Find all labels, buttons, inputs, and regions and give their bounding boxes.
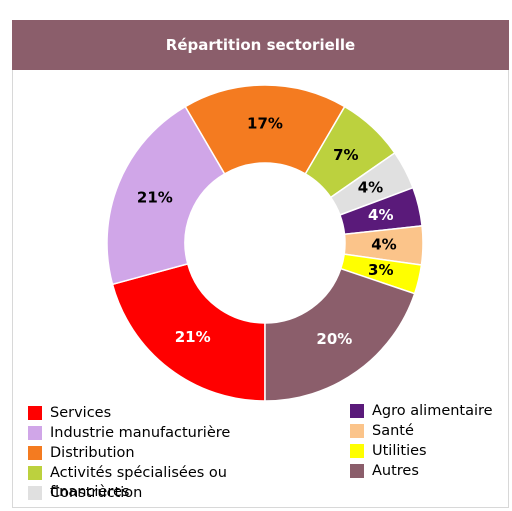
donut-segment [264,267,416,402]
legend-label: Distribution [50,445,135,461]
legend-item: Autres [350,462,510,481]
donut-segment [106,105,226,286]
data-label: 4% [371,235,396,253]
legend-label: Activités spécialisées ou financières [50,465,227,500]
legend-item: Construction [28,484,268,503]
legend-item: Activités spécialisées ou financières [28,464,268,502]
legend-swatch [28,446,42,460]
legend-item: Santé [350,422,510,441]
legend-item: Agro alimentaire [350,402,510,421]
legend-label: Industrie manufacturière [50,425,231,441]
legend-swatch [28,486,42,500]
legend-swatch [28,406,42,420]
legend-label: Santé [372,423,414,439]
data-label: 4% [368,206,393,224]
legend-label: Services [50,405,112,421]
legend-item: Utilities [350,442,510,461]
data-label: 17% [247,115,283,133]
data-label: 7% [333,146,358,164]
legend-swatch [350,404,364,418]
data-label: 3% [368,261,393,279]
chart-title: Répartition sectorielle [12,20,509,70]
legend-label: Utilities [372,443,427,459]
legend-label: Agro alimentaire [372,403,493,419]
data-label: 21% [175,328,211,346]
legend-label: Construction [50,485,143,501]
donut-segment [111,262,266,402]
data-label: 21% [137,188,173,206]
legend-item: Industrie manufacturière [28,424,268,443]
legend-item: Distribution [28,444,268,463]
legend-swatch [350,464,364,478]
data-label: 4% [358,178,383,196]
legend-item: Services [28,404,268,423]
legend-label: Autres [372,463,419,479]
legend-swatch [28,426,42,440]
legend-swatch [350,424,364,438]
data-label: 20% [316,330,352,348]
legend-swatch [350,444,364,458]
legend-swatch [28,466,42,480]
